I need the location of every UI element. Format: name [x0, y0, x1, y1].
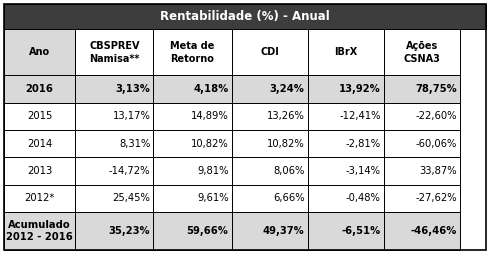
- Text: CBSPREV
Namisa**: CBSPREV Namisa**: [89, 41, 140, 64]
- Bar: [231, 130, 308, 157]
- Bar: [308, 103, 384, 130]
- Text: 13,17%: 13,17%: [113, 112, 150, 121]
- Bar: [4, 212, 75, 250]
- Text: 2012*: 2012*: [24, 194, 55, 203]
- Text: 10,82%: 10,82%: [191, 139, 228, 149]
- Text: -27,62%: -27,62%: [416, 194, 457, 203]
- Text: 8,06%: 8,06%: [273, 166, 305, 176]
- Bar: [75, 212, 153, 250]
- Bar: [384, 157, 460, 185]
- Text: -60,06%: -60,06%: [416, 139, 457, 149]
- Bar: [308, 212, 384, 250]
- Bar: [384, 75, 460, 103]
- Bar: [231, 185, 308, 212]
- Bar: [384, 185, 460, 212]
- Bar: [384, 29, 460, 75]
- Bar: [4, 75, 75, 103]
- Bar: [4, 4, 486, 29]
- Text: -22,60%: -22,60%: [416, 112, 457, 121]
- Bar: [308, 185, 384, 212]
- Text: IBrX: IBrX: [334, 47, 357, 57]
- Bar: [75, 103, 153, 130]
- Bar: [75, 157, 153, 185]
- Bar: [75, 29, 153, 75]
- Bar: [4, 185, 75, 212]
- Text: -2,81%: -2,81%: [345, 139, 381, 149]
- Bar: [308, 75, 384, 103]
- Text: 2015: 2015: [27, 112, 52, 121]
- Bar: [384, 212, 460, 250]
- Text: CDI: CDI: [260, 47, 279, 57]
- Bar: [75, 75, 153, 103]
- Bar: [308, 157, 384, 185]
- Text: -14,72%: -14,72%: [109, 166, 150, 176]
- Text: 14,89%: 14,89%: [191, 112, 228, 121]
- Text: 6,66%: 6,66%: [273, 194, 305, 203]
- Text: -6,51%: -6,51%: [342, 226, 381, 236]
- Bar: [231, 29, 308, 75]
- Text: 9,61%: 9,61%: [197, 194, 228, 203]
- Text: 9,81%: 9,81%: [197, 166, 228, 176]
- Bar: [4, 29, 75, 75]
- Bar: [308, 130, 384, 157]
- Text: 59,66%: 59,66%: [187, 226, 228, 236]
- Text: 2014: 2014: [27, 139, 52, 149]
- Bar: [153, 157, 231, 185]
- Bar: [231, 75, 308, 103]
- Text: 35,23%: 35,23%: [109, 226, 150, 236]
- Text: 78,75%: 78,75%: [415, 84, 457, 94]
- Bar: [384, 103, 460, 130]
- Text: Meta de
Retorno: Meta de Retorno: [170, 41, 215, 64]
- Text: 2016: 2016: [26, 84, 53, 94]
- Bar: [4, 130, 75, 157]
- Text: 4,18%: 4,18%: [193, 84, 228, 94]
- Text: 25,45%: 25,45%: [113, 194, 150, 203]
- Text: 2013: 2013: [27, 166, 52, 176]
- Bar: [231, 212, 308, 250]
- Text: Rentabilidade (%) - Anual: Rentabilidade (%) - Anual: [160, 10, 330, 23]
- Bar: [153, 75, 231, 103]
- Text: -3,14%: -3,14%: [346, 166, 381, 176]
- Text: -0,48%: -0,48%: [346, 194, 381, 203]
- Text: 33,87%: 33,87%: [419, 166, 457, 176]
- Text: -12,41%: -12,41%: [339, 112, 381, 121]
- Bar: [4, 103, 75, 130]
- Text: Acumulado
2012 - 2016: Acumulado 2012 - 2016: [6, 220, 73, 242]
- Text: 49,37%: 49,37%: [263, 226, 305, 236]
- Bar: [75, 130, 153, 157]
- Bar: [75, 185, 153, 212]
- Bar: [153, 212, 231, 250]
- Text: 10,82%: 10,82%: [267, 139, 305, 149]
- Text: 13,26%: 13,26%: [267, 112, 305, 121]
- Text: 13,92%: 13,92%: [339, 84, 381, 94]
- Bar: [153, 29, 231, 75]
- Bar: [308, 29, 384, 75]
- Text: -46,46%: -46,46%: [411, 226, 457, 236]
- Text: 3,13%: 3,13%: [116, 84, 150, 94]
- Text: Ano: Ano: [29, 47, 50, 57]
- Bar: [231, 103, 308, 130]
- Bar: [153, 185, 231, 212]
- Text: 8,31%: 8,31%: [119, 139, 150, 149]
- Bar: [384, 130, 460, 157]
- Bar: [153, 130, 231, 157]
- Text: Ações
CSNA3: Ações CSNA3: [403, 41, 441, 64]
- Bar: [231, 157, 308, 185]
- Bar: [153, 103, 231, 130]
- Bar: [4, 157, 75, 185]
- Text: 3,24%: 3,24%: [270, 84, 305, 94]
